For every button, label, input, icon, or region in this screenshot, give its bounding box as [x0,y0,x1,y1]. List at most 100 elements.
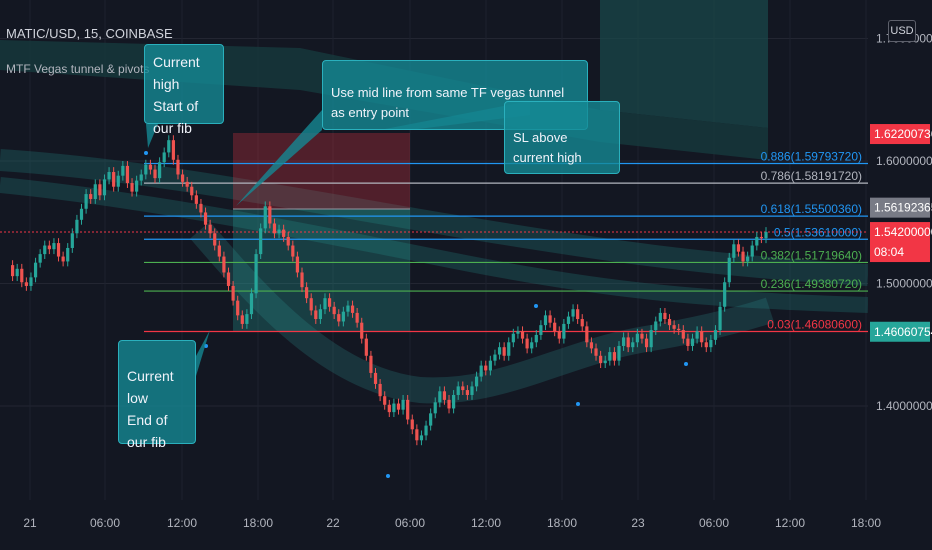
candle-body [406,399,410,420]
symbol-title[interactable]: MATIC/USD, 15, COINBASE [6,26,173,41]
candle-body [387,404,391,413]
candle-body [176,159,180,175]
candle-body [484,365,488,371]
price-tag-countdown: 08:04 [874,245,904,259]
candle-body [167,140,171,153]
candle-body [488,360,492,371]
candle-body [718,306,722,331]
candle-body [465,390,469,395]
candle-body [571,309,575,317]
candle-body [704,342,708,348]
candle-body [309,298,313,311]
price-tag [870,321,930,342]
candle-body [33,262,38,278]
candle-body [245,314,249,324]
candle-body [530,342,534,349]
pivot-dot [386,474,390,478]
callout-current-low[interactable]: Current low End of our fib [118,340,196,450]
callout-line: SL above current high [513,130,582,165]
price-tick-label: 1.60000000 [876,154,932,168]
candle-body [548,315,552,323]
candle-body [66,247,70,262]
candle-body [213,233,217,246]
indicator-title[interactable]: MTF Vegas tunnel & pivots [6,62,150,76]
candle-body [314,310,318,320]
candle-body [667,319,672,326]
candle-body [364,338,368,356]
candle-body [79,208,84,220]
candle-body [470,386,474,395]
candle-body [268,206,272,224]
candle-body [686,338,690,346]
candle-body [199,203,203,213]
candle-body [291,245,295,257]
candle-body [640,333,644,339]
pivot-dot [144,151,148,155]
candle-body [286,236,290,246]
callout-current-high[interactable]: Current high Start of our fib [144,44,224,136]
candle-body [452,394,456,409]
candle-body [663,312,667,320]
candle-body [47,245,51,250]
candle-body [612,352,616,361]
pivot-dot [534,304,538,308]
candle-body [516,331,520,334]
candle-body [479,365,483,377]
time-tick-label: 06:00 [699,516,729,530]
candle-body [502,347,506,356]
candle-body [456,386,460,395]
candle-body [497,347,502,355]
fib-levels: 0.886(1.59793720) 0.786(1.58191720) 0.618(… [0,150,868,333]
time-tick-label: 18:00 [243,516,273,530]
candle-body [222,256,226,273]
candle-body [153,169,157,179]
candle-body [194,195,198,204]
fib-label: 0.786(1.58191720) [761,169,862,183]
price-tag-label: 1.56192365 [874,201,932,215]
candle-body [447,399,451,409]
candle-body [631,342,635,348]
pivot-dot [576,402,580,406]
candle-body [102,179,107,196]
time-tick-label: 21 [23,516,37,530]
candle-body [566,316,571,324]
candle-body [649,330,653,348]
candle-body [493,354,497,361]
callout-line: Use mid line from same TF vegas tunnel a… [331,85,565,120]
candle-body [43,245,47,255]
candle-body [603,360,607,364]
candle-body [236,300,240,316]
time-tick-label: 06:00 [90,516,120,530]
candle-body [203,212,208,225]
candle-body [599,355,603,364]
currency-button[interactable]: USD [888,20,916,42]
candle-body [93,184,97,199]
candle-body [29,277,33,286]
candle-body [617,345,621,361]
candle-body [249,293,254,315]
price-tag [870,222,930,263]
candle-body [38,254,42,263]
candle-body [144,164,148,175]
candle-body [263,206,267,229]
candle-body [259,228,263,255]
candle-body [52,243,56,250]
candle-body [75,219,79,234]
candle-body [217,245,221,257]
candle-body [594,348,598,356]
candle-body [112,172,116,187]
candle-body [759,236,764,239]
time-tick-label: 18:00 [851,516,881,530]
candle-body [507,342,511,356]
candle-body [429,413,433,426]
candle-body [746,256,750,262]
callout-line: Current high [153,54,200,92]
fib-label: 0.03(1.46080600) [767,318,862,332]
candle-body [350,305,355,313]
candle-body [608,352,612,361]
candle-body [695,331,699,339]
candle-body [24,282,28,286]
callout-sl[interactable]: SL above current high [504,101,620,174]
candle-body [709,339,713,348]
time-tick-label: 23 [631,516,645,530]
